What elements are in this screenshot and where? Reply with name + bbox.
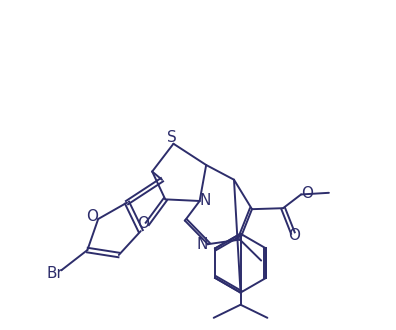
Text: O: O — [86, 209, 98, 224]
Text: N: N — [196, 237, 208, 252]
Text: S: S — [167, 130, 177, 145]
Text: O: O — [137, 216, 149, 231]
Text: O: O — [302, 186, 314, 201]
Text: Br: Br — [47, 266, 64, 281]
Text: O: O — [289, 228, 301, 243]
Text: N: N — [200, 193, 211, 208]
